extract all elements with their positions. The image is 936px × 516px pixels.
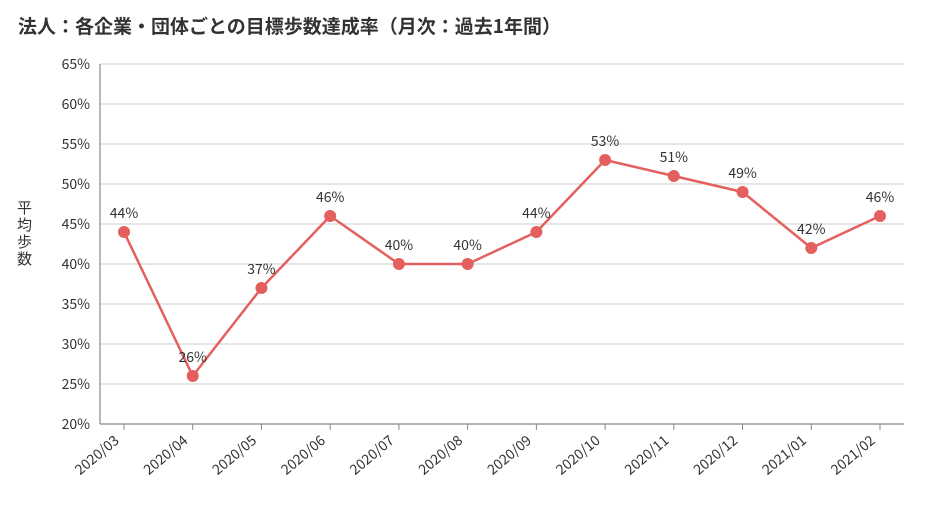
data-label: 51% xyxy=(660,147,689,167)
x-tick-label: 2020/12 xyxy=(689,430,742,479)
data-point xyxy=(255,282,267,294)
data-point xyxy=(393,258,405,270)
y-tick-label: 40% xyxy=(62,254,91,274)
x-tick-label: 2020/03 xyxy=(70,431,123,480)
data-label: 53% xyxy=(591,131,620,151)
data-point xyxy=(187,370,199,382)
line-chart: 20% 25% 30% 35% 40% 45% 50% 55% 60% 65% 2020/03 202… xyxy=(0,0,936,516)
y-tick-label: 50% xyxy=(62,174,91,194)
data-label: 40% xyxy=(385,235,414,255)
x-tick-label: 2021/02 xyxy=(826,430,879,479)
data-point xyxy=(118,226,130,238)
data-label: 49% xyxy=(728,163,757,183)
chart-title: 法人：各企業・団体ごとの目標歩数達成率（月次：過去1年間） xyxy=(18,12,561,39)
data-point xyxy=(737,186,749,198)
x-tick-label: 2020/05 xyxy=(208,430,261,479)
x-tick-label: 2020/11 xyxy=(620,431,673,480)
x-tick-label: 2020/07 xyxy=(345,430,398,479)
data-point xyxy=(599,154,611,166)
y-tick-label: 45% xyxy=(62,214,91,234)
data-label: 40% xyxy=(453,235,482,255)
data-label: 46% xyxy=(316,187,345,207)
y-tick-label: 55% xyxy=(62,134,91,154)
y-tick-label: 30% xyxy=(62,334,91,354)
x-tick-label: 2020/08 xyxy=(414,430,467,479)
y-tick-label: 25% xyxy=(62,374,91,394)
data-point xyxy=(805,242,817,254)
data-point xyxy=(668,170,680,182)
data-point xyxy=(874,210,886,222)
data-label: 44% xyxy=(522,203,551,223)
data-label: 37% xyxy=(247,259,276,279)
x-tick-label: 2021/01 xyxy=(758,431,811,480)
data-label: 42% xyxy=(797,219,826,239)
y-tick-label: 20% xyxy=(62,414,91,434)
y-tick-label: 65% xyxy=(62,54,91,74)
data-point xyxy=(530,226,542,238)
y-tick-label: 60% xyxy=(62,94,91,114)
data-point xyxy=(462,258,474,270)
y-tick-label: 35% xyxy=(62,294,91,314)
data-point xyxy=(324,210,336,222)
x-tick-label: 2020/09 xyxy=(483,430,536,479)
x-tick-label: 2020/10 xyxy=(552,430,605,479)
data-label: 46% xyxy=(866,187,895,207)
data-label: 44% xyxy=(110,203,139,223)
x-tick-label: 2020/06 xyxy=(277,430,330,479)
x-tick-label: 2020/04 xyxy=(139,430,192,479)
y-axis-label: 平均歩数 xyxy=(14,200,35,268)
data-label: 26% xyxy=(179,347,208,367)
